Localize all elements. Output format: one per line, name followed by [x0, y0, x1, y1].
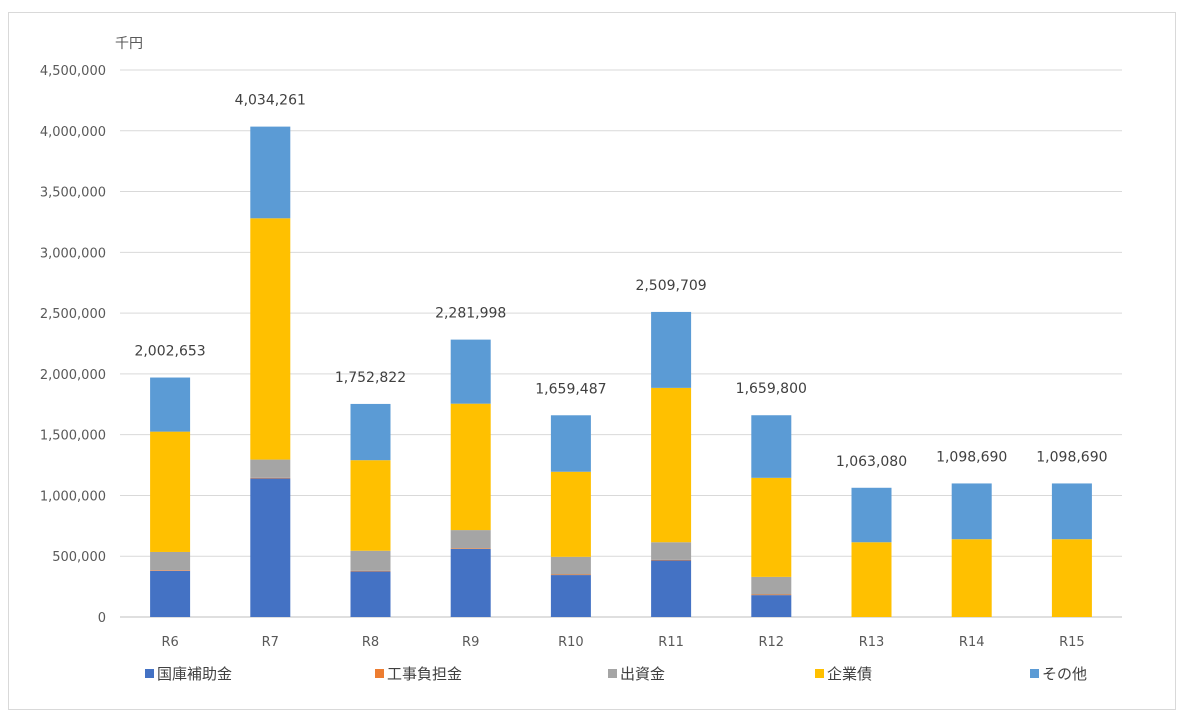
y-tick-label: 3,500,000: [40, 186, 106, 201]
bar-segment: [350, 550, 391, 571]
bar-segment: [851, 487, 892, 543]
bar-segment: [150, 570, 191, 617]
y-tick-label: 500,000: [52, 550, 106, 565]
total-label: 1,659,800: [736, 381, 807, 397]
legend-label: 国庫補助金: [157, 665, 232, 683]
legend-swatch: [608, 669, 617, 678]
bar-segment: [1051, 483, 1092, 540]
bar-segment: [150, 377, 191, 432]
bar-segment: [350, 570, 391, 572]
total-label: 1,752,822: [335, 370, 406, 386]
y-tick-label: 1,000,000: [40, 489, 106, 504]
bar-segment: [751, 595, 792, 617]
bar-segment: [751, 594, 792, 596]
bar-segment: [150, 431, 191, 552]
legend-swatch: [815, 669, 824, 678]
total-label: 1,659,487: [535, 381, 606, 397]
y-tick-label: 2,500,000: [40, 307, 106, 322]
y-tick-label: 4,000,000: [40, 125, 106, 140]
bar-segment: [550, 471, 591, 557]
legend-label: 出資金: [620, 665, 665, 683]
bar-segment: [951, 483, 992, 540]
total-label: 2,281,998: [435, 306, 506, 322]
y-tick-label: 3,000,000: [40, 246, 106, 261]
total-label: 2,509,709: [635, 278, 706, 294]
y-tick-label: 0: [98, 611, 106, 626]
x-tick-label: R13: [859, 635, 885, 650]
y-axis-ticks: 0 500,000 1,000,000 1,500,000 2,000,000 2,500…: [40, 64, 106, 626]
bar-segment: [250, 218, 291, 460]
x-tick-label: R9: [462, 635, 479, 650]
x-tick-label: R11: [658, 635, 684, 650]
bar-segment: [550, 415, 591, 472]
bar-segment: [250, 459, 291, 478]
bar-segment: [350, 571, 391, 617]
x-tick-label: R7: [262, 635, 279, 650]
bars: [150, 126, 1092, 617]
x-tick-label: R8: [362, 635, 379, 650]
y-tick-label: 1,500,000: [40, 429, 106, 444]
bar-segment: [350, 460, 391, 551]
legend: 国庫補助金 工事負担金 出資金 企業債 その他: [145, 665, 1087, 683]
bar-segment: [751, 415, 792, 478]
bar-segment: [651, 559, 692, 561]
legend-label: 企業債: [827, 665, 872, 683]
x-tick-label: R15: [1059, 635, 1085, 650]
y-tick-label: 2,000,000: [40, 368, 106, 383]
bar-segment: [350, 403, 391, 461]
x-tick-label: R6: [161, 635, 178, 650]
legend-swatch: [145, 669, 154, 678]
x-tick-label: R12: [759, 635, 785, 650]
bar-segment: [751, 477, 792, 577]
x-tick-label: R10: [558, 635, 584, 650]
bar-segment: [250, 126, 291, 219]
total-label: 1,098,690: [936, 449, 1007, 465]
bar-segment: [450, 530, 491, 549]
bar-segment: [150, 570, 191, 571]
bar-segment: [1051, 539, 1092, 617]
bar-segment: [250, 478, 291, 617]
legend-label: 工事負担金: [387, 665, 462, 683]
y-tick-label: 4,500,000: [40, 64, 106, 79]
legend-swatch: [1030, 669, 1039, 678]
bar-segment: [450, 548, 491, 549]
bar-segment: [851, 542, 892, 617]
bar-segment: [550, 574, 591, 576]
bar-segment: [651, 542, 692, 560]
bar-segment: [450, 339, 491, 404]
total-label: 1,098,690: [1036, 449, 1107, 465]
total-label: 1,063,080: [836, 454, 907, 470]
total-label: 4,034,261: [235, 93, 306, 109]
bar-segment: [651, 560, 692, 617]
bar-segment: [450, 403, 491, 531]
x-tick-label: R14: [959, 635, 985, 650]
bar-segment: [951, 539, 992, 617]
bar-segment: [550, 575, 591, 617]
x-axis-ticks: R6 R7 R8 R9 R10 R11 R12 R13 R14 R15: [161, 635, 1084, 650]
bar-segment: [250, 477, 291, 479]
bar-segment: [150, 551, 191, 571]
legend-label: その他: [1042, 665, 1087, 683]
bar-segment: [651, 311, 692, 388]
legend-swatch: [375, 669, 384, 678]
bar-segment: [751, 576, 792, 595]
y-axis-unit-label: 千円: [115, 36, 143, 52]
bar-segment: [651, 387, 692, 543]
bar-segment: [450, 548, 491, 617]
total-label: 2,002,653: [134, 344, 205, 360]
bar-segment: [550, 556, 591, 575]
total-labels: 2,002,653 4,034,261 1,752,822 2,281,998 1,65…: [134, 93, 1107, 470]
